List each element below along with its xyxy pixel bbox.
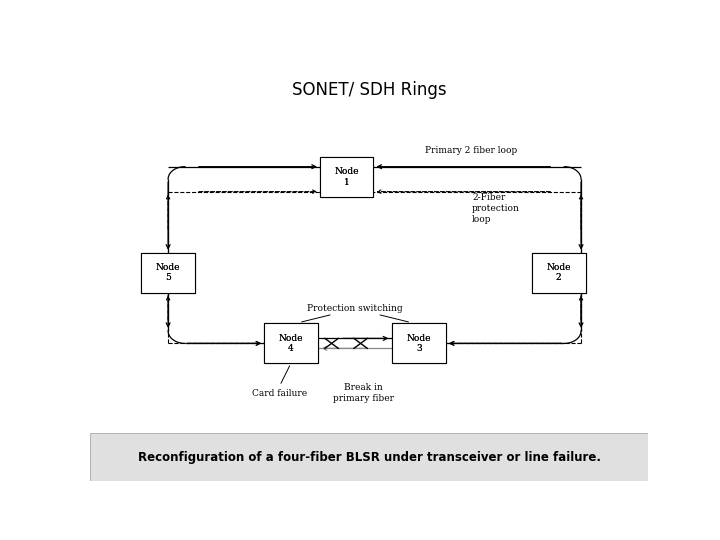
Bar [320, 157, 374, 197]
Text: Node
5: Node 5 [156, 263, 181, 282]
Bar [392, 323, 446, 363]
Bar [141, 253, 195, 293]
Bar [392, 323, 446, 363]
Text: Node
5: Node 5 [156, 263, 181, 282]
Text: Node
1: Node 1 [334, 167, 359, 187]
Text: Node
1: Node 1 [334, 167, 359, 187]
Bar [532, 253, 585, 293]
Text: Protection switching: Protection switching [307, 303, 403, 313]
Bar [320, 157, 374, 197]
Text: Break in
primary fiber: Break in primary fiber [333, 383, 394, 403]
Text: Primary 2 fiber loop: Primary 2 fiber loop [425, 146, 517, 154]
Bar [264, 323, 318, 363]
Text: Node
2: Node 2 [546, 263, 571, 282]
Text: Node
3: Node 3 [407, 334, 431, 353]
Text: Card failure: Card failure [252, 389, 307, 398]
Text: Node
4: Node 4 [279, 334, 303, 353]
Text: Node
2: Node 2 [546, 263, 571, 282]
Text: Node
3: Node 3 [407, 334, 431, 353]
Text: Node
4: Node 4 [279, 334, 303, 353]
Bar [264, 323, 318, 363]
Text: SONET/ SDH Rings: SONET/ SDH Rings [292, 81, 446, 99]
Bar [90, 433, 648, 481]
Text: 2-Fiber
protection
loop: 2-Fiber protection loop [472, 193, 520, 224]
Bar [532, 253, 585, 293]
Bar [141, 253, 195, 293]
Text: Reconfiguration of a four-fiber BLSR under transceiver or line failure.: Reconfiguration of a four-fiber BLSR und… [138, 451, 600, 464]
